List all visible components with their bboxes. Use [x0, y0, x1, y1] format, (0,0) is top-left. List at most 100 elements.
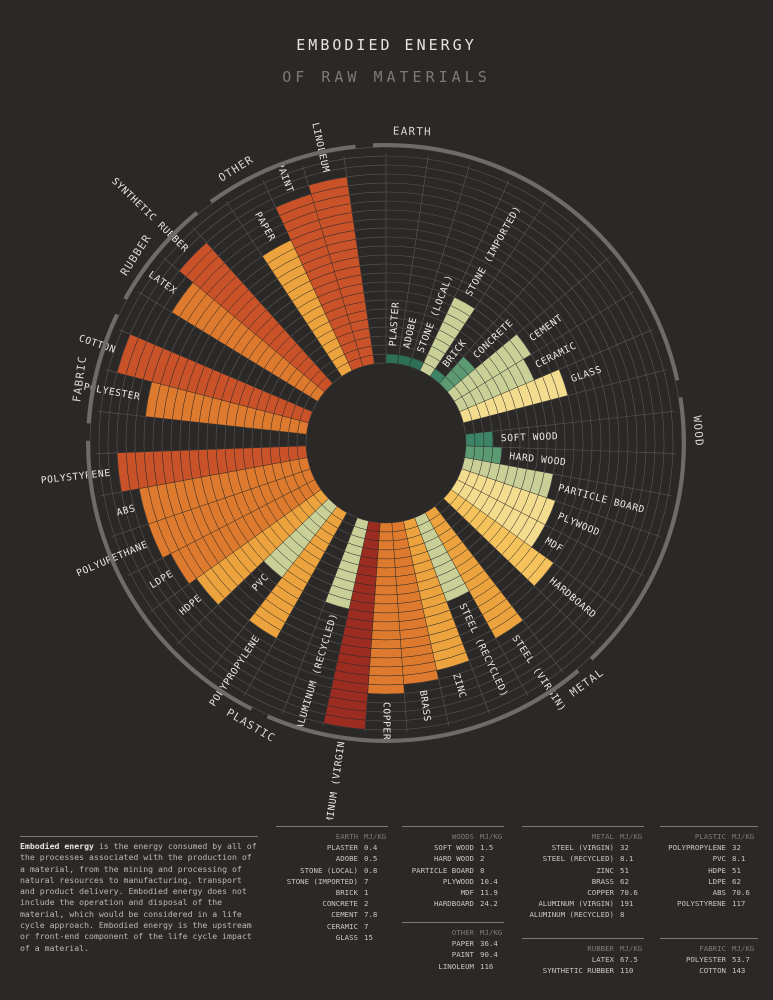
table-row: CERAMIC 7: [276, 921, 394, 932]
bar-segment: [375, 567, 397, 578]
description-rule: [20, 836, 258, 837]
bars: [116, 176, 569, 730]
table-header-unit: MJ/KG: [620, 944, 643, 953]
table-cell-value: 7: [364, 876, 369, 886]
table-cell-value: 117: [732, 899, 746, 909]
table-cell-value: 62: [732, 876, 741, 886]
bar-hdpe: [196, 489, 329, 606]
bar-segment: [370, 639, 402, 650]
table-row: LATEX 67.5: [522, 954, 650, 965]
table-row: ADOBE 0.5: [276, 853, 394, 864]
table-cell-name: HARDBOARD: [433, 899, 474, 909]
bar-label: PARTICLE BOARD: [557, 483, 646, 516]
table-cell-value: 2: [364, 899, 369, 909]
bar-segment: [490, 446, 503, 465]
table-earth: EARTH MJ/KG PLASTER 0.4 ADOBE 0.5 STONE (LOCAL…: [276, 826, 394, 943]
bar-segment: [296, 445, 308, 460]
bar-label: LDPE: [148, 569, 176, 592]
table-row: POLYSTYRENE 117: [660, 898, 764, 909]
table-header-unit: MJ/KG: [732, 944, 755, 953]
table-cell-name: CERAMIC: [326, 921, 358, 931]
table-cell-value: 53.7: [732, 955, 750, 965]
table-row: STEEL (VIRGIN) 32: [522, 842, 650, 853]
bar-segment: [370, 648, 402, 659]
bar-label: PVC: [250, 572, 271, 594]
bar-segment: [490, 612, 524, 639]
table-row: STONE (LOCAL) 0.8: [276, 865, 394, 876]
table-cell-name: COPPER: [587, 887, 614, 897]
table-cell-name: CONCRETE: [322, 899, 358, 909]
bar-segment: [377, 540, 395, 551]
table-header-unit: MJ/KG: [620, 832, 643, 841]
bar-glass: [459, 369, 569, 424]
bar-plaster: [385, 353, 400, 365]
grid-spoke: [397, 156, 429, 364]
bar-pvc: [263, 498, 338, 578]
bar-label: STEEL (VIRGIN): [509, 633, 567, 714]
table-cell-name: STEEL (VIRGIN): [551, 843, 614, 853]
table-metal: METAL MJ/KG STEEL (VIRGIN) 32 STEEL (RECYCLE…: [522, 826, 650, 921]
bar-hard-wood: [464, 445, 503, 465]
table-cell-name: ADOBE: [335, 854, 358, 864]
bar-ceramic: [453, 358, 535, 413]
table-cell-name: POLYSTYRENE: [677, 899, 726, 909]
table-header: RUBBER MJ/KG: [522, 943, 650, 954]
bar-segment: [483, 431, 494, 448]
table-rule: [522, 938, 644, 939]
table-cell-name: LINOLEUM: [438, 961, 474, 971]
table-rubber: RUBBER MJ/KG LATEX 67.5 SYNTHETIC RUBBER 110: [522, 938, 650, 977]
bar-segment: [465, 433, 476, 447]
bar-segment: [287, 446, 299, 462]
bar-label: CERAMIC: [534, 340, 579, 370]
bar-paper: [262, 239, 353, 377]
bar-label: HARD WOOD: [509, 451, 567, 468]
bar-label: GLASS: [570, 364, 604, 385]
bar-segment: [368, 675, 404, 686]
table-cell-name: PARTICLE BOARD: [411, 865, 474, 875]
table-cell-value: 90.4: [480, 950, 498, 960]
bar-polystyrene: [116, 445, 308, 493]
bar-stone-imported-: [419, 296, 476, 377]
bar-label: ALUMINUM (VIRGIN): [322, 734, 349, 820]
group-label: PLASTIC: [224, 706, 278, 745]
table-rule: [276, 826, 388, 827]
table-cell-value: 36.4: [480, 939, 498, 949]
group-label: FABRIC: [70, 355, 89, 403]
table-cell-value: 0.5: [364, 854, 378, 864]
bar-label: HDPE: [178, 593, 205, 618]
table-cell-value: 8: [480, 865, 485, 875]
bar-segment: [178, 242, 213, 278]
group-label: RUBBER: [118, 232, 154, 279]
table-header: METAL MJ/KG: [522, 831, 650, 842]
table-cell-value: 7.8: [364, 910, 378, 920]
bar-segment: [379, 522, 393, 533]
table-plastic: PLASTIC MJ/KG POLYPROPYLENE 32 PVC 8.1 HDPE 51 L…: [660, 826, 764, 909]
group-label: METAL: [567, 666, 606, 700]
table-row: POLYPROPYLENE 32: [660, 842, 764, 853]
table-cell-value: 32: [732, 843, 741, 853]
table-cell-name: STEEL (RECYCLED): [542, 854, 614, 864]
table-cell-value: 1: [364, 887, 369, 897]
grid-spoke: [465, 410, 675, 435]
description-text: is the energy consumed by all of the pro…: [20, 841, 257, 953]
bar-segment: [375, 576, 397, 587]
bar-label: SOFT WOOD: [501, 431, 559, 444]
bar-segment: [116, 452, 131, 493]
table-row: STEEL (RECYCLED) 8.1: [522, 853, 650, 864]
table-row: PAPER 36.4: [402, 938, 510, 949]
bar-segment: [450, 296, 476, 317]
bar-segment: [464, 445, 476, 460]
table-cell-value: 2: [480, 854, 485, 864]
table-row: PLASTER 0.4: [276, 842, 394, 853]
table-cell-name: ABS: [712, 887, 726, 897]
chart-title: EMBODIED ENERGY: [296, 36, 477, 54]
table-cell-name: ALUMINUM (RECYCLED): [529, 910, 614, 920]
bar-segment: [527, 557, 554, 587]
bar-label: LINOLEUM: [309, 122, 331, 174]
bar-label: BRASS: [417, 690, 433, 723]
table-row: HARD WOOD 2: [402, 853, 510, 864]
table-cell-name: POLYPROPYLENE: [668, 843, 726, 853]
table-header-label: OTHER: [451, 928, 474, 937]
bar-segment: [377, 549, 395, 560]
bar-segment: [248, 612, 282, 639]
